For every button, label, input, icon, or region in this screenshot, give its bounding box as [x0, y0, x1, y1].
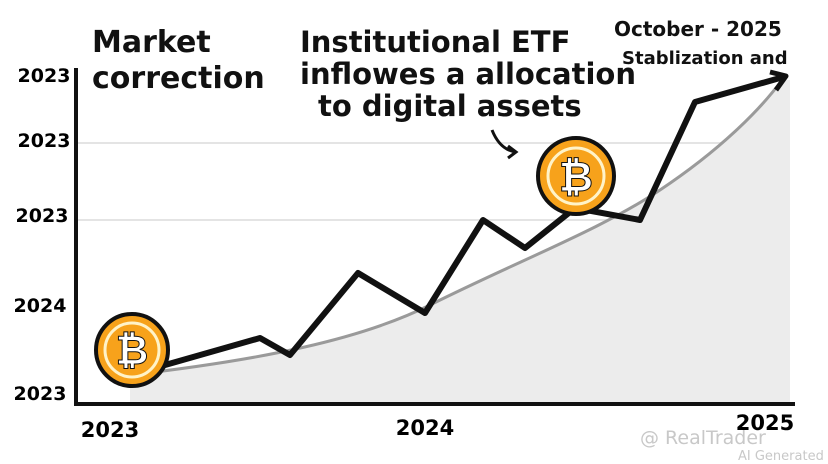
- y-axis-label: 2023: [18, 65, 71, 87]
- price-line: [127, 75, 783, 378]
- svg-text:₿: ₿: [116, 328, 149, 374]
- annotation: Institutional ETF: [300, 25, 570, 59]
- annotation: inflowes a allocation: [300, 57, 636, 91]
- bitcoin-coin: ₿: [94, 312, 170, 388]
- annotation: correction: [92, 61, 265, 96]
- watermark: @ RealTrader: [640, 427, 766, 449]
- x-axis-label: 2025: [736, 411, 794, 435]
- y-axis-label: 2023: [18, 130, 71, 152]
- pointer-arrow: [490, 129, 519, 160]
- arrow-head: [769, 69, 789, 92]
- annotation: Market: [92, 25, 211, 60]
- annotation: Stablization and: [622, 48, 788, 69]
- y-axis-label: 2023: [14, 383, 67, 405]
- bitcoin-coin: ₿: [536, 136, 616, 216]
- x-axis-label: 2023: [81, 418, 139, 442]
- trend-area: [130, 80, 790, 403]
- x-axis-label: 2024: [396, 416, 454, 440]
- y-axis-label: 2024: [14, 295, 67, 317]
- svg-text:₿: ₿: [559, 152, 593, 201]
- annotation: to digital assets: [318, 89, 582, 123]
- annotation: October - 2025: [614, 17, 782, 41]
- watermark: AI Generated: [738, 449, 824, 464]
- y-axis-label: 2023: [16, 205, 69, 227]
